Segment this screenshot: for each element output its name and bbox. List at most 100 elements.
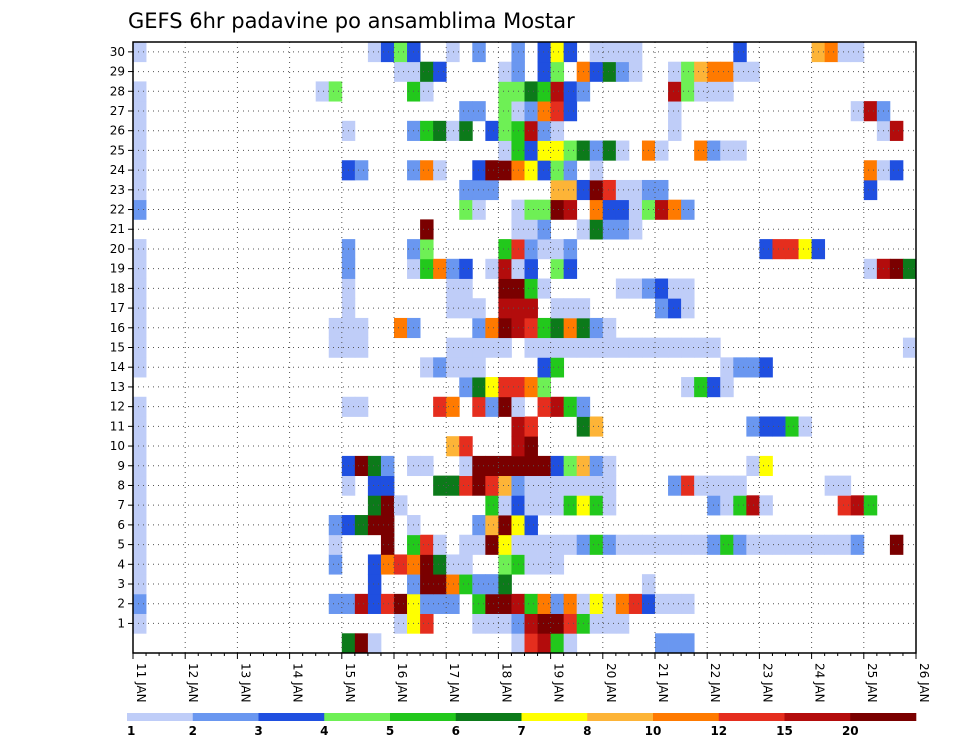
heatmap-cell — [524, 258, 538, 279]
heatmap-cell — [537, 101, 551, 122]
heatmap-cell — [563, 81, 578, 102]
heatmap-cell — [798, 239, 812, 260]
heatmap-cell — [563, 179, 578, 201]
heatmap-cell — [459, 534, 473, 555]
heatmap-cell — [589, 495, 604, 516]
heatmap-cell — [498, 475, 512, 496]
y-tick-label: 6 — [117, 518, 125, 532]
y-tick-label: 4 — [117, 557, 125, 571]
heatmap-cell — [563, 101, 578, 122]
heatmap-cell — [550, 633, 565, 654]
heatmap-cell — [524, 534, 538, 555]
heatmap-cell — [133, 298, 147, 319]
heatmap-cell — [524, 436, 538, 457]
heatmap-cell — [628, 179, 643, 201]
heatmap-cell — [681, 81, 695, 102]
heatmap-cell — [655, 593, 669, 614]
heatmap-cell — [498, 298, 512, 319]
heatmap-cell — [511, 633, 525, 654]
heatmap-cell — [550, 554, 565, 575]
heatmap-cell — [550, 179, 565, 201]
heatmap-cell — [133, 101, 147, 122]
heatmap-cell — [446, 337, 460, 358]
heatmap-cell — [498, 593, 512, 614]
heatmap-cell — [380, 495, 395, 516]
colorbar-swatch — [455, 713, 522, 721]
heatmap-cell — [524, 120, 538, 141]
heatmap-cell — [537, 593, 551, 614]
chart-title: GEFS 6hr padavine po ansamblima Mostar — [128, 9, 575, 33]
x-tick-label: 16 JAN — [395, 663, 409, 703]
heatmap-cell — [485, 475, 499, 496]
colorbar-swatch — [587, 713, 654, 721]
x-tick-label: 26 JAN — [917, 663, 931, 703]
heatmap-cell — [772, 534, 786, 555]
heatmap-cell — [602, 61, 617, 82]
heatmap-cell — [589, 42, 604, 63]
heatmap-cell — [537, 377, 551, 398]
heatmap-cell — [850, 42, 865, 63]
heatmap-cell — [550, 613, 565, 634]
heatmap-cell — [133, 42, 147, 63]
heatmap-cell — [354, 396, 369, 417]
heatmap-cell — [589, 160, 604, 181]
heatmap-cell — [446, 42, 460, 63]
y-tick-label: 27 — [110, 104, 125, 118]
y-tick-label: 1 — [117, 616, 125, 630]
heatmap-cell — [380, 42, 395, 63]
heatmap-cell — [694, 81, 708, 102]
heatmap-cell — [485, 337, 499, 358]
heatmap-cell — [850, 495, 865, 516]
heatmap-cell — [550, 140, 565, 161]
heatmap-cell — [563, 239, 578, 260]
heatmap-cell — [524, 633, 538, 654]
heatmap-cell — [524, 199, 538, 220]
heatmap-cell — [655, 140, 669, 161]
heatmap-cell — [328, 593, 343, 614]
heatmap-cell — [694, 534, 708, 555]
heatmap-cell — [681, 593, 695, 614]
heatmap-cell — [759, 495, 773, 516]
heatmap-cell — [472, 377, 486, 398]
heatmap-cell — [133, 81, 147, 102]
heatmap-cell — [837, 495, 852, 516]
heatmap-cell — [485, 317, 499, 339]
heatmap-cell — [615, 199, 630, 220]
heatmap-cell — [459, 574, 473, 595]
heatmap-cell — [602, 317, 617, 339]
heatmap-cell — [668, 199, 682, 220]
heatmap-cell — [602, 140, 617, 161]
colorbar-legend: 1 2 3 4 5 6 7 8 10 12 15 20 — [127, 713, 917, 738]
heatmap-cell — [615, 593, 630, 614]
heatmap-cell — [485, 593, 499, 614]
heatmap-cell — [889, 258, 904, 279]
heatmap-cell — [889, 534, 904, 555]
heatmap-cell — [563, 258, 578, 279]
heatmap-cell — [459, 298, 473, 319]
heatmap-cell — [785, 416, 799, 437]
heatmap-cell — [628, 199, 643, 220]
y-tick-label: 3 — [117, 577, 125, 591]
heatmap-cell — [655, 179, 669, 201]
heatmap-cell — [550, 258, 565, 279]
colorbar-label: 12 — [710, 724, 727, 738]
heatmap-cell — [863, 101, 878, 122]
heatmap-cell — [133, 357, 147, 378]
heatmap-cell — [668, 534, 682, 555]
heatmap-cell — [759, 357, 773, 378]
y-tick-label: 17 — [110, 301, 125, 315]
heatmap-cell — [459, 337, 473, 358]
heatmap-cell — [498, 81, 512, 102]
heatmap-cell — [420, 554, 434, 575]
heatmap-cell — [655, 278, 669, 299]
heatmap-cell — [485, 495, 499, 516]
heatmap-cell — [380, 515, 395, 536]
heatmap-cell — [380, 593, 395, 614]
heatmap-cell — [459, 101, 473, 122]
heatmap-cell — [550, 160, 565, 181]
colorbar-swatch — [192, 713, 259, 721]
heatmap-cell — [498, 515, 512, 536]
colorbar-label: 1 — [127, 724, 135, 738]
heatmap-cell — [550, 81, 565, 102]
heatmap-cell — [537, 613, 551, 634]
